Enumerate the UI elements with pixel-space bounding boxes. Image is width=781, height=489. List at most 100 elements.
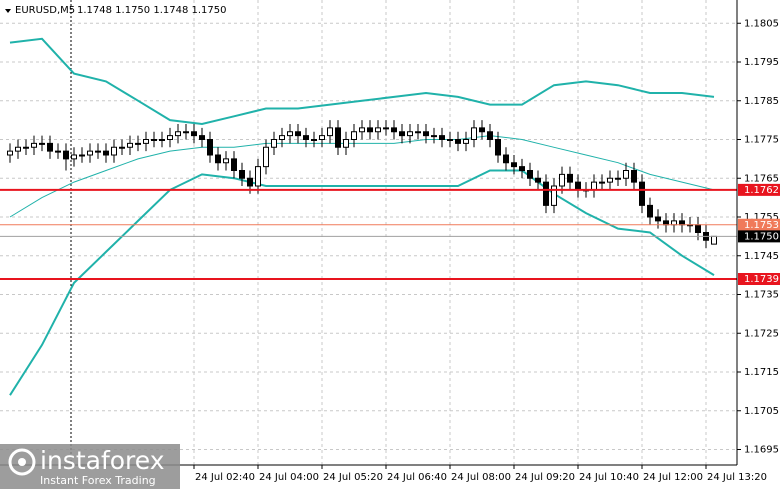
- candle-body: [23, 146, 29, 149]
- candle-body: [151, 139, 157, 141]
- y-tick-label: 1.1705: [744, 406, 779, 417]
- candle-body: [311, 139, 317, 141]
- candle-body: [159, 139, 165, 141]
- candle-body: [215, 154, 221, 164]
- candle-body: [199, 135, 205, 140]
- candle-body: [551, 185, 557, 206]
- x-tick-label: 24 Jul 12:00: [643, 472, 703, 483]
- x-tick-label: 24 Jul 08:00: [451, 472, 511, 483]
- candle-body: [599, 181, 605, 184]
- y-tick-label: 1.1795: [744, 57, 779, 68]
- x-tick-label: 24 Jul 09:20: [515, 472, 575, 483]
- candle-body: [95, 150, 101, 153]
- candle-body: [679, 220, 685, 226]
- candle-body: [375, 127, 381, 133]
- candle-body: [175, 131, 181, 137]
- price-level-label: 1.1753: [744, 220, 779, 231]
- candle-body: [631, 170, 637, 183]
- candle-body: [447, 139, 453, 141]
- candle-body: [351, 131, 357, 140]
- band-lower: [9, 169, 715, 396]
- candle-body: [607, 177, 613, 183]
- candle-body: [663, 220, 669, 226]
- candle-body: [711, 235, 717, 245]
- candle-body: [639, 181, 645, 206]
- candle-body: [167, 135, 173, 140]
- candle-body: [231, 158, 237, 171]
- logo-icon: [8, 448, 36, 476]
- candle-body: [431, 135, 437, 138]
- candle-body: [247, 177, 253, 187]
- candle-body: [655, 216, 661, 222]
- x-tick-label: 24 Jul 05:20: [323, 472, 383, 483]
- symbol: EURUSD,M5: [15, 5, 75, 16]
- x-tick-label: 24 Jul 10:40: [579, 472, 639, 483]
- candle-body: [479, 127, 485, 133]
- price-level-label: 1.1762: [744, 185, 779, 196]
- y-tick-label: 1.1735: [744, 290, 779, 301]
- candle-body: [407, 131, 413, 137]
- y-tick-label: 1.1805: [744, 18, 779, 29]
- price-level-tag: [738, 230, 780, 243]
- candle-body: [503, 154, 509, 164]
- candle-body: [535, 177, 541, 183]
- candle-body: [439, 135, 445, 140]
- candle-body: [463, 139, 469, 144]
- y-tick-label: 1.1785: [744, 96, 779, 107]
- price-level-label: 1.1739: [744, 274, 779, 285]
- logo-icon: [18, 458, 26, 466]
- candle-body: [287, 131, 293, 137]
- candle-body: [519, 166, 525, 171]
- candle-body: [127, 142, 133, 148]
- candle-body: [399, 131, 405, 137]
- y-tick-label: 1.1745: [744, 251, 779, 262]
- candle-body: [239, 170, 245, 179]
- candle-body: [567, 173, 573, 183]
- x-tick-label: 24 Jul 04:00: [259, 472, 319, 483]
- candle-body: [495, 139, 501, 156]
- candle-body: [87, 150, 93, 156]
- candle-body: [271, 139, 277, 148]
- candle-body: [695, 224, 701, 233]
- y-tick-label: 1.1695: [744, 445, 779, 456]
- y-tick-label: 1.1755: [744, 212, 779, 223]
- candle-body: [383, 127, 389, 130]
- candle-body: [319, 135, 325, 140]
- candle-body: [31, 142, 37, 148]
- y-tick-label: 1.1715: [744, 367, 779, 378]
- menu-arrow: [5, 9, 11, 13]
- x-tick-label: 24 Jul 13:20: [707, 472, 767, 483]
- candle-body: [615, 177, 621, 180]
- tagline: Instant Forex Trading: [40, 474, 156, 487]
- price-level-tag: [738, 273, 780, 285]
- candle-body: [223, 158, 229, 164]
- candle-body: [295, 131, 301, 137]
- candle-body: [591, 181, 597, 191]
- candle-body: [279, 135, 285, 140]
- candle-body: [575, 181, 581, 191]
- candle-body: [335, 127, 341, 148]
- candle-body: [455, 139, 461, 144]
- band-middle: [9, 135, 715, 218]
- candle-body: [527, 170, 533, 179]
- candle-body: [103, 150, 109, 156]
- y-tick-label: 1.1775: [744, 135, 779, 146]
- candle-body: [71, 154, 77, 160]
- candle-body: [143, 139, 149, 144]
- price-level-tag: [738, 218, 780, 231]
- candle-body: [47, 142, 53, 152]
- candle-body: [207, 139, 213, 156]
- candle-body: [55, 150, 61, 153]
- candle-body: [7, 150, 13, 156]
- candle-body: [263, 146, 269, 168]
- x-tick-label: 24 Jul 02:40: [195, 472, 255, 483]
- candle-body: [647, 204, 653, 218]
- candle-body: [415, 131, 421, 134]
- x-tick-label: 24 Jul 06:40: [387, 472, 447, 483]
- y-tick-label: 1.1725: [744, 328, 779, 339]
- price-level-tag: [738, 183, 780, 196]
- ohlc: 1.1748 1.1750 1.1748 1.1750: [77, 5, 227, 16]
- candle-body: [423, 131, 429, 137]
